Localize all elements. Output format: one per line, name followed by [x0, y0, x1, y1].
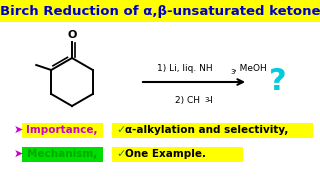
Text: 1) Li, liq. NH: 1) Li, liq. NH	[157, 64, 212, 73]
Text: ➤: ➤	[13, 149, 23, 159]
Text: 3: 3	[204, 98, 209, 103]
FancyBboxPatch shape	[21, 147, 102, 161]
Text: O: O	[67, 30, 77, 40]
Text: One Example.: One Example.	[125, 149, 206, 159]
FancyBboxPatch shape	[111, 123, 313, 138]
Text: Birch Reduction of α,β-unsaturated ketone: Birch Reduction of α,β-unsaturated keton…	[0, 4, 320, 17]
Text: 3: 3	[230, 69, 235, 75]
Text: ?: ?	[269, 68, 287, 96]
Text: , MeOH: , MeOH	[234, 64, 267, 73]
FancyBboxPatch shape	[21, 123, 102, 138]
Text: ✓: ✓	[116, 125, 125, 135]
FancyBboxPatch shape	[0, 0, 320, 22]
Text: α-alkylation and selectivity,: α-alkylation and selectivity,	[125, 125, 288, 135]
Text: -I: -I	[208, 96, 214, 105]
Text: ✓: ✓	[116, 149, 125, 159]
Text: Importance,: Importance,	[26, 125, 98, 135]
FancyBboxPatch shape	[111, 147, 243, 161]
Text: ➤: ➤	[13, 125, 23, 135]
Text: Mechanism,: Mechanism,	[27, 149, 97, 159]
Text: 2) CH: 2) CH	[175, 96, 200, 105]
